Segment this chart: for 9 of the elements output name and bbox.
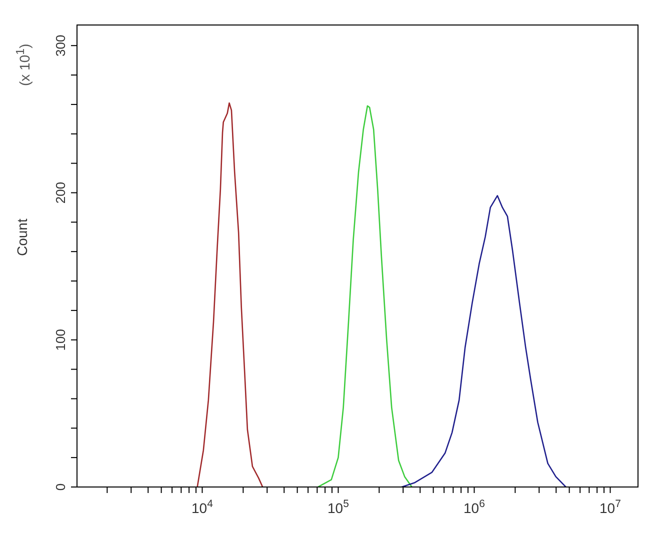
y-tick-label: 100	[53, 329, 68, 351]
y-tick-label: 0	[53, 483, 68, 491]
y-axis-title: Count	[14, 218, 30, 256]
x-tick-label: 10$^{7}$	[600, 498, 622, 516]
y-tick-label: 200	[53, 182, 68, 204]
x-tick-label: 10$^{6}$	[464, 498, 486, 516]
x-tick-label: 10$^{5}$	[328, 498, 350, 516]
x-tick-label: 10$^{4}$	[192, 498, 214, 516]
y-tick-label: 300	[53, 34, 68, 56]
